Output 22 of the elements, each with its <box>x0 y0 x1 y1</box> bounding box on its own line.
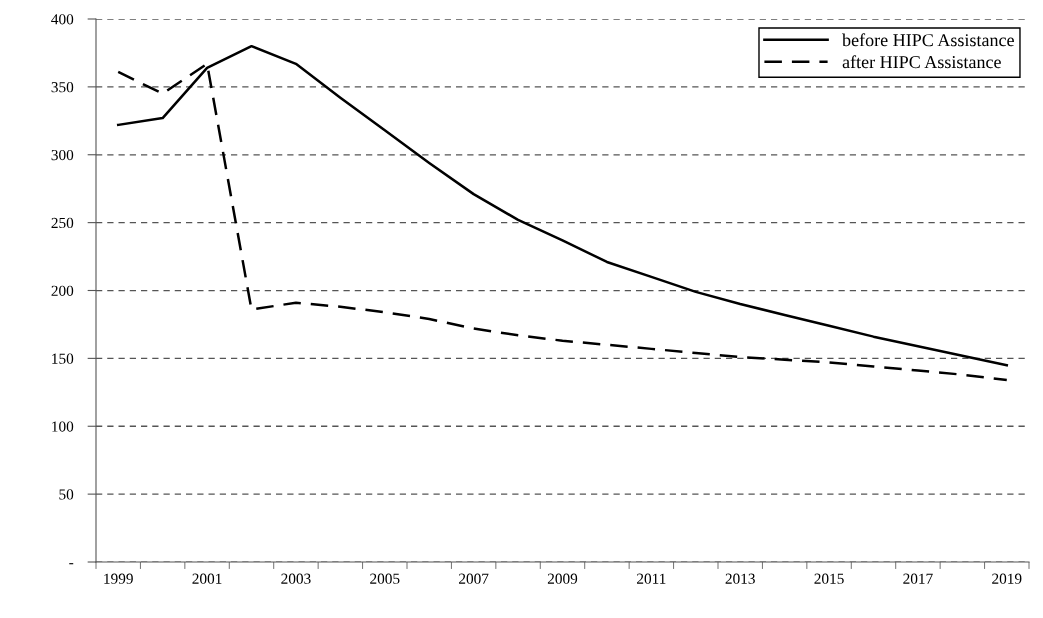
y-tick-label: 100 <box>52 421 74 432</box>
x-tick-label: 2011 <box>637 573 666 584</box>
y-tick-label: 200 <box>51 285 74 296</box>
x-tick-label: 2009 <box>547 573 578 584</box>
y-tick-label: 300 <box>51 149 74 161</box>
x-tick-label: 2013 <box>725 573 755 584</box>
x-tick-label: 2005 <box>370 573 400 584</box>
x-tick-label: 2015 <box>814 573 844 584</box>
x-tick-label: 2001 <box>192 573 222 584</box>
y-tick-label: 50 <box>59 489 74 500</box>
y-tick-label: 350 <box>51 82 74 93</box>
y-tick-label: - <box>69 563 74 565</box>
legend-label: after HIPC Assistance <box>842 55 1001 69</box>
y-tick-label: 400 <box>51 14 74 25</box>
x-tick-label: 2017 <box>903 573 933 584</box>
x-tick-label: 2007 <box>459 573 489 584</box>
y-tick-label: 150 <box>52 353 74 364</box>
y-tick-label: 250 <box>51 217 74 229</box>
legend-label: before HIPC Assistance <box>842 33 1014 47</box>
x-tick-label: 2003 <box>281 573 311 584</box>
x-tick-label: 2019 <box>992 573 1022 584</box>
x-tick-label: 1999 <box>104 573 133 584</box>
